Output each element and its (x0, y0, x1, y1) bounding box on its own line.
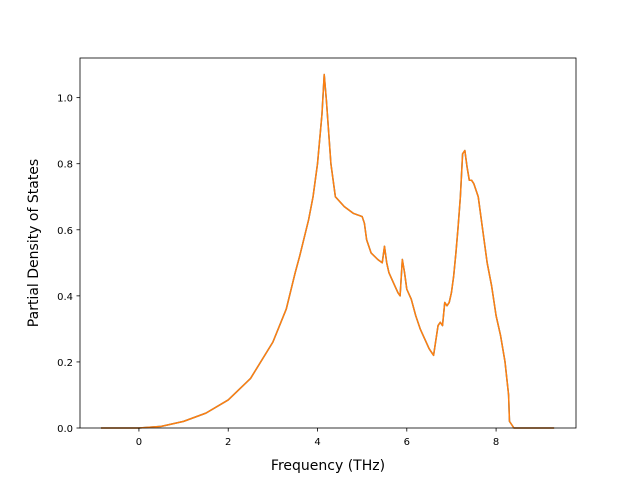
x-tick-label: 0 (136, 437, 142, 448)
y-tick-label: 0.0 (57, 424, 73, 435)
x-tick-label: 8 (493, 437, 499, 448)
series-layer (100, 73, 555, 429)
y-tick-label: 0.4 (57, 292, 73, 303)
y-tick-label: 0.8 (57, 160, 73, 171)
x-ticks: 0 2 4 6 8 (136, 428, 499, 448)
y-tick-label: 0.6 (57, 226, 73, 237)
y-tick-label: 1.0 (57, 94, 73, 105)
plot-frame (79, 57, 577, 429)
y-ticks: 0.0 0.2 0.4 0.6 0.8 1.0 (57, 94, 80, 435)
y-tick-label: 0.2 (57, 358, 73, 369)
x-axis-label: Frequency (THz) (271, 458, 385, 474)
x-tick-label: 2 (225, 437, 231, 448)
x-tick-label: 4 (314, 437, 320, 448)
x-tick-label: 6 (404, 437, 410, 448)
y-axis-label: Partial Density of States (26, 159, 42, 327)
series-line-1 (100, 73, 555, 429)
